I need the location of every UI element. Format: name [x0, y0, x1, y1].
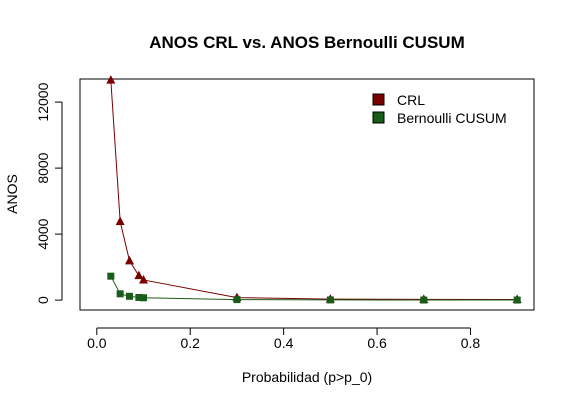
data-point-square: [107, 272, 115, 280]
series-line: [110, 275, 518, 301]
series-layer: [106, 75, 522, 304]
data-point-square: [233, 296, 241, 304]
x-tick-label: 0.6: [367, 335, 387, 351]
data-point-square: [116, 290, 124, 298]
data-point-square: [140, 294, 148, 302]
data-point-triangle: [134, 270, 144, 280]
data-point-square: [135, 293, 143, 301]
y-axis-label: ANOS: [4, 174, 20, 214]
x-axis: 0.0 0.2 0.4 0.6 0.8: [87, 327, 481, 351]
x-tick-label: 0.8: [461, 335, 481, 351]
chart-title: ANOS CRL vs. ANOS Bernoulli CUSUM: [149, 33, 464, 52]
series-bernoulli-cusum: [107, 272, 521, 304]
x-axis-label: Probabilidad (p>p_0): [242, 369, 372, 385]
data-point-square: [326, 296, 334, 304]
y-tick-label: 4000: [35, 218, 51, 249]
x-tick-label: 0.2: [180, 335, 200, 351]
data-point-triangle: [115, 216, 125, 226]
legend-label: CRL: [397, 92, 425, 108]
x-tick-label: 0.4: [274, 335, 294, 351]
plot-frame: [79, 78, 535, 311]
y-tick-label: 12000: [35, 82, 51, 121]
legend-swatch: [372, 111, 385, 124]
data-point-square: [513, 296, 521, 304]
data-point-triangle: [125, 255, 135, 265]
legend-swatch: [372, 93, 385, 106]
legend: CRL Bernoulli CUSUM: [372, 92, 507, 126]
legend-label: Bernoulli CUSUM: [397, 110, 507, 126]
y-tick-label: 0: [35, 296, 51, 304]
data-point-square: [420, 296, 428, 304]
data-point-triangle: [139, 274, 149, 284]
y-tick-label: 8000: [35, 152, 51, 183]
data-point-square: [126, 292, 134, 300]
y-axis: 0 4000 8000 12000: [35, 82, 63, 304]
data-point-triangle: [106, 75, 116, 84]
x-tick-label: 0.0: [87, 335, 107, 351]
